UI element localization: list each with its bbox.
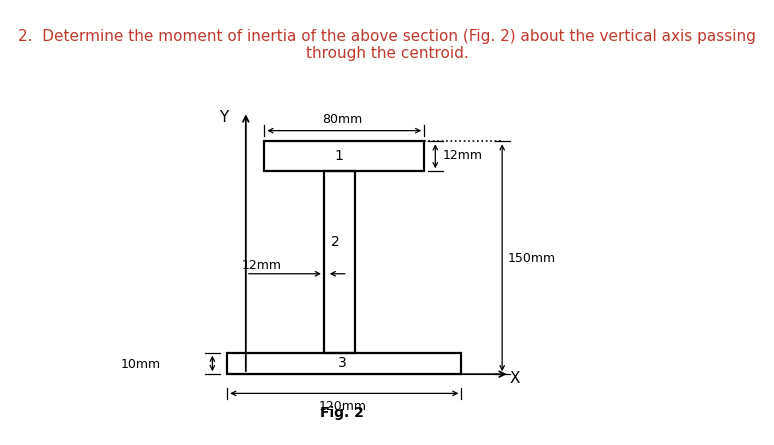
Text: 80mm: 80mm [322,113,362,126]
Bar [228,353,461,374]
Text: X: X [509,371,520,386]
Text: 3: 3 [338,356,347,371]
Text: 1: 1 [334,149,343,163]
Text: through the centroid.: through the centroid. [306,46,468,61]
Bar [324,171,355,353]
Text: Y: Y [219,110,228,125]
Text: 120mm: 120mm [318,400,366,413]
Text: 12mm: 12mm [242,259,282,271]
Bar [265,142,424,171]
Text: 150mm: 150mm [508,252,557,265]
Text: 2.  Determine the moment of inertia of the above section (Fig. 2) about the vert: 2. Determine the moment of inertia of th… [18,29,756,44]
Text: 10mm: 10mm [120,358,160,371]
Text: 12mm: 12mm [443,150,483,162]
Text: 2: 2 [330,235,339,249]
Text: Fig. 2: Fig. 2 [320,405,365,420]
